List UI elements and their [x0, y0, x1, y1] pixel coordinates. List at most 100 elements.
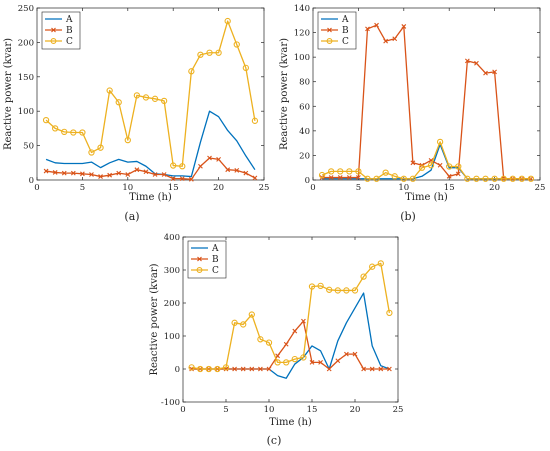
- data-point: [355, 168, 362, 175]
- legend-marker: [326, 38, 333, 44]
- data-point: [61, 128, 68, 135]
- series-line-b: [322, 24, 531, 180]
- y-tick-label: 100: [18, 107, 34, 117]
- x-tick-label: 20: [350, 405, 361, 415]
- series-a: [191, 292, 390, 379]
- x-tick-label: 15: [307, 405, 318, 415]
- data-point: [70, 170, 76, 176]
- data-point: [455, 163, 462, 170]
- data-point: [382, 169, 389, 176]
- data-point: [446, 163, 453, 170]
- y-tick-label: 250: [18, 4, 34, 14]
- data-point: [301, 318, 306, 324]
- data-point: [233, 41, 240, 48]
- x-tick-label: 10: [122, 183, 133, 193]
- x-tick-label: 25: [259, 183, 270, 193]
- data-point: [248, 311, 255, 318]
- data-point: [42, 116, 50, 124]
- data-point: [328, 175, 334, 180]
- data-point: [337, 175, 343, 180]
- series-a: [45, 110, 256, 178]
- data-point: [360, 273, 367, 280]
- data-point: [197, 51, 204, 58]
- y-tick-label: -100: [161, 398, 180, 408]
- x-tick-label: 0: [310, 183, 315, 193]
- x-tick-label: 20: [489, 183, 500, 193]
- data-point: [346, 175, 352, 180]
- panel-label: (c): [267, 434, 282, 447]
- x-tick-label: 5: [80, 183, 85, 193]
- data-point: [179, 176, 185, 182]
- y-tick-label: 400: [164, 233, 180, 243]
- x-tick-label: 15: [168, 183, 179, 193]
- data-point: [143, 169, 149, 175]
- data-point: [240, 321, 247, 328]
- legend-marker: [51, 27, 56, 33]
- legend-label: A: [211, 244, 219, 254]
- data-point: [79, 129, 86, 136]
- data-point: [473, 175, 480, 182]
- y-axis-label: Reactive power (kvar): [149, 263, 160, 375]
- x-tick-label: 20: [213, 183, 224, 193]
- x-tick-label: 10: [398, 183, 409, 193]
- data-point: [436, 138, 444, 146]
- data-point: [500, 175, 507, 182]
- series-line-c: [321, 141, 531, 180]
- data-point: [252, 175, 258, 181]
- legend-label: A: [341, 15, 349, 25]
- y-tick-label: 200: [18, 38, 34, 48]
- plot-frame: [312, 7, 541, 181]
- x-tick-label: 5: [356, 183, 361, 193]
- data-point: [344, 351, 349, 357]
- data-point: [377, 260, 384, 267]
- data-point: [317, 282, 324, 289]
- y-axis-label: Reactive power (kvar): [279, 38, 290, 150]
- data-point: [134, 167, 140, 173]
- data-point: [125, 172, 131, 177]
- x-tick-label: 10: [264, 405, 275, 415]
- data-point: [356, 175, 361, 180]
- legend-label: A: [65, 15, 73, 25]
- data-point: [216, 156, 221, 162]
- data-point: [391, 173, 398, 180]
- data-point: [224, 17, 231, 25]
- data-point: [410, 160, 416, 166]
- data-point: [170, 176, 176, 182]
- data-point: [455, 171, 461, 177]
- series-b: [189, 318, 392, 372]
- data-point: [309, 360, 315, 365]
- data-point: [483, 70, 488, 76]
- series-line-a: [45, 110, 256, 178]
- data-point: [170, 162, 177, 169]
- data-point: [232, 366, 237, 372]
- legend-label: C: [342, 37, 349, 47]
- data-point: [527, 175, 535, 182]
- data-point: [446, 173, 452, 179]
- x-tick-label: 0: [34, 183, 39, 193]
- data-point: [346, 168, 353, 175]
- data-point: [70, 129, 77, 136]
- data-point: [328, 168, 335, 175]
- y-tick-label: 100: [164, 332, 180, 342]
- data-point: [326, 366, 332, 372]
- x-tick-label: 25: [393, 405, 404, 415]
- legend-label: C: [66, 37, 73, 47]
- legend-label: C: [212, 266, 219, 276]
- data-point: [464, 58, 470, 64]
- data-point: [283, 359, 290, 366]
- data-point: [106, 87, 113, 94]
- data-point: [373, 175, 380, 182]
- data-point: [491, 175, 498, 182]
- data-point: [482, 175, 489, 182]
- data-point: [318, 360, 323, 365]
- x-axis-label: Time (h): [129, 192, 172, 203]
- y-tick-label: 120: [294, 29, 310, 39]
- y-tick-label: 50: [23, 142, 34, 152]
- data-point: [364, 175, 371, 182]
- data-point: [275, 353, 280, 359]
- data-point: [188, 68, 195, 75]
- data-point: [387, 366, 392, 372]
- series-line-a: [191, 292, 390, 379]
- data-point: [427, 162, 435, 169]
